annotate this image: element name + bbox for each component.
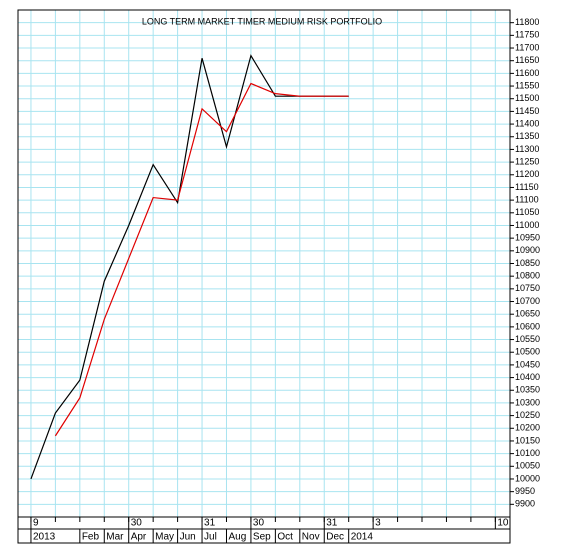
y-tick-label: 11350: [515, 131, 539, 141]
x-tick-label: Aug: [228, 532, 246, 543]
x-tick-label: 2013: [33, 532, 56, 543]
y-tick-label: 9950: [515, 486, 535, 496]
y-tick-label: 11150: [515, 182, 539, 192]
x-tick-label: 31: [204, 518, 216, 529]
y-tick-label: 10600: [515, 321, 540, 331]
x-tick-label: Oct: [277, 532, 293, 543]
y-tick-label: 10900: [515, 245, 540, 255]
y-tick-label: 10850: [515, 258, 540, 268]
y-tick-label: 11500: [515, 93, 539, 103]
y-tick-label: 11300: [515, 144, 539, 154]
x-tick-label: 10: [497, 518, 509, 529]
y-tick-label: 10300: [515, 397, 540, 407]
y-tick-label: 10050: [515, 461, 540, 471]
y-tick-label: 10650: [515, 309, 540, 319]
y-tick-label: 11100: [515, 195, 539, 205]
x-tick-label: Apr: [131, 532, 147, 543]
y-tick-label: 11800: [515, 17, 539, 27]
y-tick-label: 11050: [515, 207, 539, 217]
x-tick-label: Feb: [82, 532, 100, 543]
y-tick-label: 10100: [515, 448, 540, 458]
y-tick-label: 10200: [515, 423, 540, 433]
y-tick-label: 11550: [515, 80, 539, 90]
y-tick-label: 11750: [515, 30, 539, 40]
y-tick-label: 10500: [515, 347, 540, 357]
y-tick-label: 11000: [515, 220, 539, 230]
y-tick-label: 9900: [515, 499, 535, 509]
y-tick-label: 11450: [515, 106, 539, 116]
y-tick-label: 10250: [515, 410, 540, 420]
y-tick-label: 10150: [515, 435, 540, 445]
y-tick-label: 10700: [515, 296, 540, 306]
x-tick-label: 30: [131, 518, 143, 529]
y-tick-label: 10000: [515, 473, 540, 483]
x-tick-label: Sep: [253, 532, 271, 543]
x-tick-label: May: [155, 532, 174, 543]
y-tick-label: 11400: [515, 118, 539, 128]
x-tick-label: 30: [253, 518, 265, 529]
chart-title: LONG TERM MARKET TIMER MEDIUM RISK PORTF…: [142, 16, 382, 26]
series-line: [54, 82, 349, 437]
y-tick-label: 11600: [515, 68, 539, 78]
x-tick-label: Jun: [180, 532, 196, 543]
y-tick-label: 10800: [515, 271, 540, 281]
grid: [18, 10, 510, 517]
y-tick-label: 10400: [515, 372, 540, 382]
x-tick-label: Nov: [302, 532, 320, 543]
y-tick-label: 10550: [515, 334, 540, 344]
y-tick-label: 10750: [515, 283, 540, 293]
y-tick-label: 11250: [515, 156, 539, 166]
x-tick-label: 3: [375, 518, 381, 529]
x-tick-label: Jul: [204, 532, 217, 543]
y-tick-label: 10950: [515, 233, 540, 243]
y-tick-label: 10450: [515, 359, 540, 369]
y-tick-label: 10350: [515, 385, 540, 395]
y-tick-label: 11700: [515, 42, 539, 52]
x-tick-label: Dec: [326, 532, 344, 543]
x-tick-label: 9: [33, 518, 39, 529]
marks: [30, 54, 349, 480]
y-tick-label: 11650: [515, 55, 539, 65]
x-tick-label: 31: [326, 518, 338, 529]
x-tick-label: Mar: [106, 532, 124, 543]
y-tick-label: 11200: [515, 169, 539, 179]
x-tick-label: 2014: [351, 532, 374, 543]
